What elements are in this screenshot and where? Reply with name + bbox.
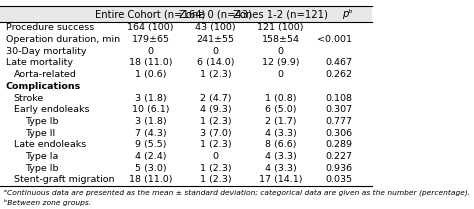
Text: 0: 0 [277, 70, 283, 79]
Text: Complications: Complications [6, 82, 81, 91]
Text: 5 (3.0): 5 (3.0) [135, 164, 166, 173]
Text: ᵃContinuous data are presented as the mean ± standard deviation; categorical dat: ᵃContinuous data are presented as the me… [4, 189, 470, 196]
Text: 2 (1.7): 2 (1.7) [265, 117, 296, 126]
Text: Late endoleaks: Late endoleaks [14, 140, 86, 149]
Text: 0: 0 [147, 47, 154, 56]
Text: 1 (2.3): 1 (2.3) [200, 140, 231, 149]
Text: Zone 0 (n=43): Zone 0 (n=43) [179, 9, 252, 19]
Text: 17 (14.1): 17 (14.1) [259, 175, 302, 185]
Text: 158±54: 158±54 [262, 35, 300, 44]
Text: 1 (2.3): 1 (2.3) [200, 175, 231, 185]
Text: 0.306: 0.306 [325, 129, 352, 138]
Text: 6 (5.0): 6 (5.0) [265, 105, 296, 114]
Text: 0.307: 0.307 [325, 105, 352, 114]
Text: 30-Day mortality: 30-Day mortality [6, 47, 86, 56]
Text: 0.936: 0.936 [325, 164, 352, 173]
Text: 18 (11.0): 18 (11.0) [129, 175, 172, 185]
Text: 0.035: 0.035 [325, 175, 352, 185]
Text: Type Ib: Type Ib [25, 117, 58, 126]
Text: 1 (0.6): 1 (0.6) [135, 70, 166, 79]
Text: 1 (2.3): 1 (2.3) [200, 164, 231, 173]
Text: Type Ib: Type Ib [25, 164, 58, 173]
Text: 0.467: 0.467 [325, 58, 352, 68]
Text: Early endoleaks: Early endoleaks [14, 105, 89, 114]
FancyBboxPatch shape [0, 6, 372, 22]
Text: Operation duration, min: Operation duration, min [6, 35, 120, 44]
Text: Aorta-related: Aorta-related [14, 70, 77, 79]
Text: Stroke: Stroke [14, 93, 44, 103]
Text: 2 (4.7): 2 (4.7) [200, 93, 231, 103]
Text: 0: 0 [212, 152, 219, 161]
Text: Entire Cohort (n=164): Entire Cohort (n=164) [95, 9, 206, 19]
Text: Type II: Type II [25, 129, 55, 138]
Text: pᵇ: pᵇ [342, 9, 352, 19]
Text: 0.262: 0.262 [325, 70, 352, 79]
Text: 241±55: 241±55 [197, 35, 235, 44]
Text: 4 (2.4): 4 (2.4) [135, 152, 166, 161]
Text: 1 (2.3): 1 (2.3) [200, 70, 231, 79]
Text: 0: 0 [277, 47, 283, 56]
Text: 121 (100): 121 (100) [257, 23, 304, 32]
Text: 3 (1.8): 3 (1.8) [135, 117, 166, 126]
Text: Zones 1-2 (n=121): Zones 1-2 (n=121) [233, 9, 328, 19]
Text: 0.289: 0.289 [325, 140, 352, 149]
Text: 8 (6.6): 8 (6.6) [265, 140, 296, 149]
Text: 164 (100): 164 (100) [127, 23, 174, 32]
Text: 9 (5.5): 9 (5.5) [135, 140, 166, 149]
Text: 179±65: 179±65 [131, 35, 170, 44]
Text: 4 (3.3): 4 (3.3) [264, 129, 296, 138]
Text: 1 (2.3): 1 (2.3) [200, 117, 231, 126]
Text: 7 (4.3): 7 (4.3) [135, 129, 166, 138]
Text: ᵇBetween zone groups.: ᵇBetween zone groups. [4, 199, 91, 206]
Text: Type Ia: Type Ia [25, 152, 58, 161]
Text: <0.001: <0.001 [317, 35, 352, 44]
Text: Procedure success: Procedure success [6, 23, 94, 32]
Text: 1 (0.8): 1 (0.8) [265, 93, 296, 103]
Text: Late mortality: Late mortality [6, 58, 73, 68]
Text: Stent-graft migration: Stent-graft migration [14, 175, 114, 185]
Text: 6 (14.0): 6 (14.0) [197, 58, 234, 68]
Text: 43 (100): 43 (100) [195, 23, 236, 32]
Text: 0.108: 0.108 [325, 93, 352, 103]
Text: 18 (11.0): 18 (11.0) [129, 58, 172, 68]
Text: 4 (9.3): 4 (9.3) [200, 105, 231, 114]
Text: 0: 0 [212, 47, 219, 56]
Text: 4 (3.3): 4 (3.3) [264, 152, 296, 161]
Text: 0.777: 0.777 [325, 117, 352, 126]
Text: 12 (9.9): 12 (9.9) [262, 58, 299, 68]
Text: 0.227: 0.227 [325, 152, 352, 161]
Text: 10 (6.1): 10 (6.1) [132, 105, 169, 114]
Text: 3 (1.8): 3 (1.8) [135, 93, 166, 103]
Text: 4 (3.3): 4 (3.3) [264, 164, 296, 173]
Text: 3 (7.0): 3 (7.0) [200, 129, 231, 138]
